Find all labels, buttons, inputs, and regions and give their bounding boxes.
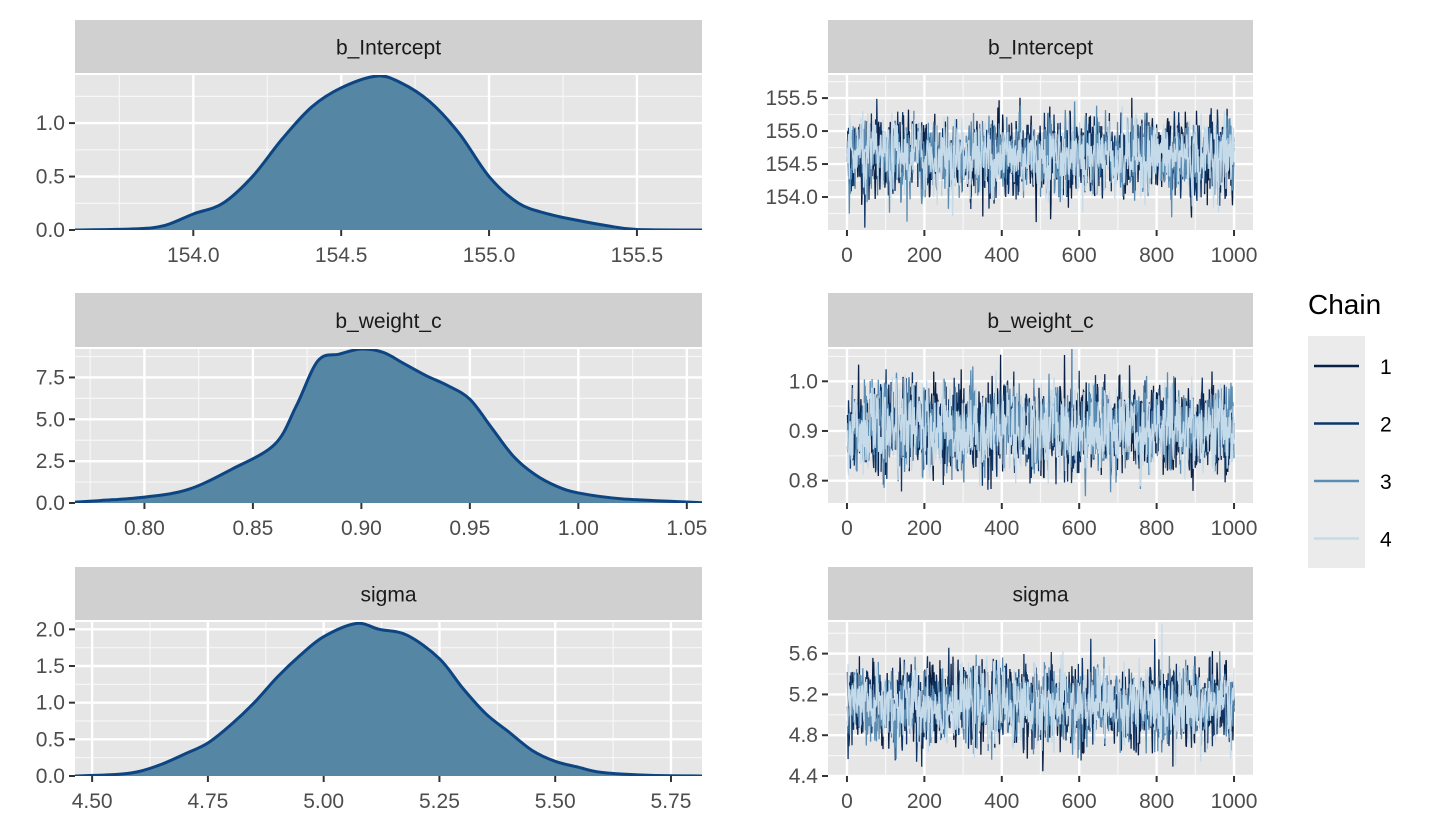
x-tick-label: 0.90 — [341, 517, 382, 540]
density-area — [75, 623, 702, 776]
x-tick-label: 5.50 — [535, 790, 576, 813]
legend-label: 1 — [1380, 356, 1392, 379]
strip-background — [75, 293, 702, 347]
marks — [75, 349, 702, 503]
y-tick-label: 0.0 — [36, 219, 65, 242]
panel-density-b-weight-c: b_weight_c 0.80 0.85 0.90 0.95 1.00 1.05 0.0 2.5… — [36, 293, 707, 540]
x-tick-label: 4.50 — [72, 790, 113, 813]
trace-chain-4 — [846, 623, 1235, 766]
x-tick-label: 0.80 — [124, 517, 165, 540]
y-tick-label: 4.4 — [789, 765, 819, 788]
x-tick-label: 0.85 — [232, 517, 273, 540]
marks — [846, 97, 1235, 228]
marks — [846, 623, 1235, 772]
strip-background — [75, 567, 702, 620]
y-tick-label: 0.0 — [36, 492, 65, 515]
x-tick-label: 1.05 — [666, 517, 707, 540]
strip-label: sigma — [1012, 584, 1068, 607]
x-tick-label: 155.0 — [463, 244, 516, 267]
y-tick-label: 1.0 — [36, 692, 65, 715]
y-tick-label: 5.0 — [36, 408, 65, 431]
x-tick-label: 0 — [841, 517, 853, 540]
x-tick-label: 800 — [1139, 517, 1174, 540]
x-tick-label: 0 — [841, 244, 853, 267]
legend-label: 4 — [1380, 529, 1392, 552]
density-line — [75, 75, 702, 230]
strip-background — [75, 20, 702, 73]
y-tick-label: 155.5 — [765, 87, 818, 110]
y-tick-label: 1.0 — [789, 370, 818, 393]
y-tick-label: 0.8 — [789, 470, 818, 493]
y-tick-label: 0.0 — [36, 765, 65, 788]
trace-chain-4 — [846, 369, 1235, 487]
x-tick-label: 200 — [907, 517, 942, 540]
y-tick-label: 154.5 — [765, 153, 818, 176]
legend-label: 3 — [1380, 471, 1392, 494]
x-tick-label: 600 — [1062, 244, 1097, 267]
x-tick-label: 400 — [984, 517, 1019, 540]
x-tick-label: 200 — [907, 790, 942, 813]
x-tick-label: 1000 — [1211, 517, 1258, 540]
y-tick-label: 1.5 — [36, 655, 65, 678]
x-tick-label: 5.75 — [651, 790, 692, 813]
x-tick-label: 155.5 — [611, 244, 664, 267]
density-area — [75, 75, 702, 230]
y-tick-label: 2.0 — [36, 618, 65, 641]
y-tick-label: 154.0 — [765, 186, 818, 209]
strip-label: b_Intercept — [336, 37, 441, 60]
x-tick-label: 4.75 — [187, 790, 228, 813]
y-tick-label: 0.9 — [789, 420, 818, 443]
panel-trace-sigma: sigma 0 200 400 600 800 1000 4.4 4.8 5.2 5.6 — [789, 567, 1258, 813]
panel-density-sigma: sigma 4.50 4.75 5.00 5.25 5.50 5.75 0.0 0.5 1.0 1.… — [36, 567, 702, 813]
strip-background — [828, 20, 1253, 73]
x-tick-label: 5.25 — [419, 790, 460, 813]
x-tick-label: 600 — [1062, 517, 1097, 540]
y-tick-label: 7.5 — [36, 366, 65, 389]
legend-key-background — [1308, 336, 1365, 568]
x-tick-label: 800 — [1139, 244, 1174, 267]
x-tick-label: 600 — [1062, 790, 1097, 813]
marks — [846, 349, 1235, 497]
legend-label: 2 — [1380, 414, 1392, 437]
x-tick-label: 400 — [984, 244, 1019, 267]
density-line — [75, 349, 702, 503]
strip-background — [828, 293, 1253, 347]
y-tick-label: 0.5 — [36, 728, 65, 751]
x-tick-label: 1000 — [1211, 244, 1258, 267]
y-tick-label: 5.6 — [789, 643, 818, 666]
strip-label: b_weight_c — [987, 310, 1093, 333]
x-tick-label: 400 — [984, 790, 1019, 813]
y-tick-label: 0.5 — [36, 166, 65, 189]
strip-label: b_Intercept — [988, 37, 1093, 60]
marks — [75, 622, 702, 776]
y-tick-label: 5.2 — [789, 683, 818, 706]
panel-density-b-intercept: b_Intercept 154.0 154.5 155.0 155.5 0.0 0.5 1.0 — [36, 20, 702, 267]
y-tick-label: 1.0 — [36, 112, 65, 135]
strip-label: sigma — [360, 584, 416, 607]
x-tick-label: 0.95 — [449, 517, 490, 540]
y-tick-label: 4.8 — [789, 724, 818, 747]
marks — [75, 75, 702, 230]
trace-chain-4 — [846, 105, 1235, 217]
x-tick-label: 0 — [841, 790, 853, 813]
legend-title: Chain — [1308, 289, 1381, 320]
strip-background — [828, 567, 1253, 620]
x-tick-label: 154.5 — [315, 244, 368, 267]
density-line — [75, 622, 702, 776]
strip-label: b_weight_c — [335, 310, 441, 333]
legend: Chain 1 2 3 4 — [1308, 289, 1392, 568]
x-tick-label: 154.0 — [167, 244, 220, 267]
density-area — [75, 349, 702, 503]
y-tick-label: 2.5 — [36, 450, 65, 473]
x-tick-label: 1.00 — [558, 517, 599, 540]
y-tick-label: 155.0 — [765, 120, 818, 143]
x-tick-label: 5.00 — [303, 790, 344, 813]
panel-trace-b-weight-c: b_weight_c 0 200 400 600 800 1000 0.8 0.9 1.0 — [789, 293, 1258, 540]
panel-trace-b-intercept: b_Intercept 0 200 400 600 800 1000 154.0 154.5 15… — [765, 20, 1258, 267]
x-tick-label: 200 — [907, 244, 942, 267]
x-tick-label: 1000 — [1211, 790, 1258, 813]
x-tick-label: 800 — [1139, 790, 1174, 813]
